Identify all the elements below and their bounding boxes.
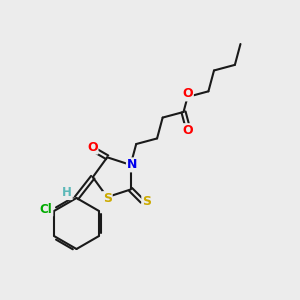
Text: S: S [142,195,151,208]
Text: O: O [183,124,194,137]
Text: Cl: Cl [40,203,52,216]
Text: O: O [182,87,193,101]
Text: S: S [103,192,112,205]
Text: O: O [87,141,98,154]
Text: N: N [127,158,137,171]
Text: H: H [62,186,72,199]
